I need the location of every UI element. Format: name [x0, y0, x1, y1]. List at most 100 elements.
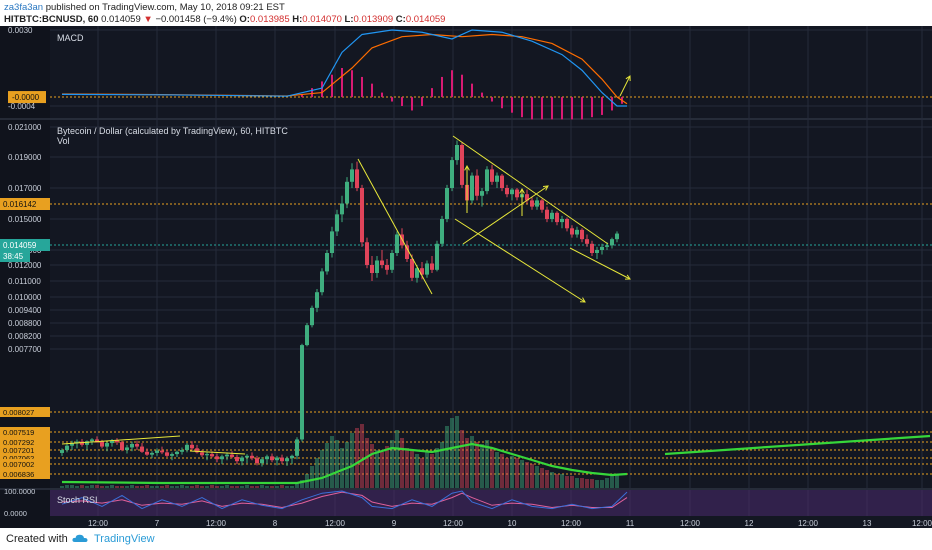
candle-body — [335, 214, 339, 232]
fib-high-label: 0.016142 — [3, 200, 37, 209]
volume-bar — [280, 485, 284, 488]
y-tick-label: 0.009400 — [8, 306, 42, 315]
volume-bar — [485, 440, 489, 488]
footer: Created with TradingView — [0, 528, 932, 550]
stoch-pane-title: Stoch RSI — [57, 495, 98, 505]
volume-bar — [435, 448, 439, 488]
candle-body — [595, 250, 599, 253]
candle-body — [200, 452, 204, 456]
open-label: O: — [239, 14, 250, 25]
author-link[interactable]: za3fa3an — [4, 2, 44, 13]
volume-bar — [525, 462, 529, 488]
volume-bar — [95, 485, 99, 488]
volume-bar — [150, 486, 154, 488]
macd-histogram-bar — [361, 76, 363, 98]
volume-bar — [185, 486, 189, 488]
candle-body — [195, 448, 199, 453]
chart-canvas[interactable]: 12:00 7 12:00 8 12:00 9 12:00 10 12:00 11 12:00 12 1… — [0, 26, 932, 528]
fib-level-label: 0.007292 — [3, 438, 34, 447]
candle-body — [230, 454, 234, 457]
volume-bar — [405, 448, 409, 488]
candle-body — [95, 439, 99, 442]
macd-histogram-bar — [591, 97, 593, 118]
macd-histogram-bar — [481, 92, 483, 98]
candle-body — [315, 292, 319, 308]
volume-bar — [220, 486, 224, 488]
candle-body — [610, 239, 614, 246]
y-tick-label: 0.010000 — [8, 293, 42, 302]
candle-body — [185, 444, 189, 451]
x-tick-label: 12:00 — [798, 519, 819, 528]
last-price: 0.014059 — [101, 14, 141, 25]
macd-histogram-bar — [351, 70, 353, 98]
volume-bar — [360, 424, 364, 488]
macd-histogram-bar — [451, 70, 453, 98]
macd-histogram-bar — [461, 74, 463, 98]
x-tick-label: 9 — [392, 519, 397, 528]
candle-body — [375, 260, 379, 273]
stoch-band — [50, 490, 932, 516]
candle-body — [165, 452, 169, 456]
candle-body — [155, 450, 159, 453]
fib-level-tag — [0, 437, 50, 447]
volume-bar — [345, 442, 349, 488]
volume-bar — [415, 454, 419, 488]
candle-body — [365, 242, 369, 265]
countdown-tag — [0, 251, 30, 262]
y-tick-label: 0.017000 — [8, 184, 42, 193]
macd-line — [61, 29, 627, 107]
volume-bar — [200, 486, 204, 488]
candle-body — [160, 450, 164, 453]
candle-body — [485, 169, 489, 192]
candle-body — [355, 169, 359, 188]
volume-bar — [165, 485, 169, 488]
volume-bar — [330, 436, 334, 488]
arrow-head-icon — [464, 164, 470, 171]
y-tick-label: -0.0004 — [8, 102, 36, 111]
candle-body — [410, 259, 414, 278]
macd-histogram-bar — [381, 92, 383, 98]
candle-body — [470, 175, 474, 201]
symbol-label[interactable]: HITBTC:BCNUSD, 60 — [4, 14, 99, 25]
volume-bar — [395, 430, 399, 488]
candle-body — [570, 228, 574, 235]
fib-level-tag — [0, 427, 50, 437]
macd-histogram-bar — [311, 88, 313, 98]
tradingview-brand[interactable]: TradingView — [94, 533, 155, 545]
volume-bar — [195, 485, 199, 488]
candle-body — [575, 229, 579, 235]
candle-body — [320, 271, 324, 293]
candle-body — [540, 200, 544, 210]
candle-body — [140, 446, 144, 452]
candle-body — [170, 454, 174, 456]
volume-bar — [60, 486, 64, 488]
candle-body — [405, 245, 409, 259]
candle-body — [430, 263, 434, 270]
volume-bar — [580, 478, 584, 488]
candle-body — [215, 456, 219, 460]
volume-bar — [430, 454, 434, 488]
fib-level-tag — [0, 445, 50, 455]
volume-bar — [115, 486, 119, 488]
macd-histogram-bar — [431, 88, 433, 98]
trendline — [454, 218, 586, 303]
volume-bar — [175, 486, 179, 488]
volume-bar — [390, 440, 394, 488]
x-tick-label: 12:00 — [325, 519, 346, 528]
y-tick-label: 0.007700 — [8, 345, 42, 354]
candle-body — [310, 307, 314, 326]
candle-body — [515, 189, 519, 198]
x-tick-label: 11 — [626, 519, 635, 528]
volume-bar — [520, 460, 524, 488]
volume-bar — [550, 472, 554, 488]
volume-bar — [555, 474, 559, 488]
volume-bar — [225, 485, 229, 488]
y-tick-label: 0.011000 — [8, 277, 41, 286]
close-value: 0.014059 — [405, 14, 446, 25]
candle-body — [495, 175, 499, 182]
candle-body — [250, 455, 254, 459]
candle-body — [550, 212, 554, 219]
candle-body — [560, 219, 564, 223]
trendline — [61, 435, 181, 445]
x-tick-label: 12:00 — [206, 519, 227, 528]
